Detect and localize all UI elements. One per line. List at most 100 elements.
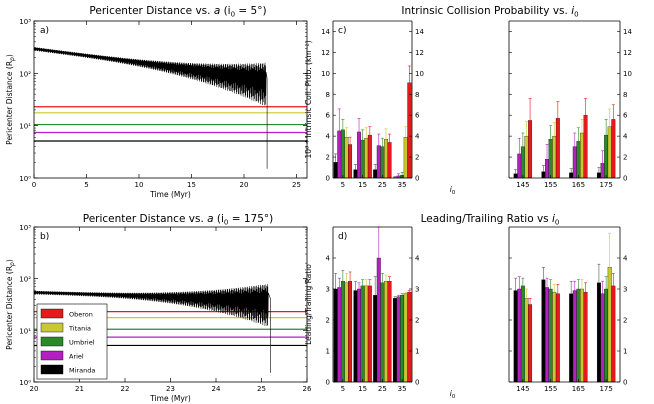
x-tick-label: 25 bbox=[378, 181, 387, 189]
title-d: Leading/Trailing Ratio vs i0 bbox=[421, 213, 560, 227]
x-tick-label: 165 bbox=[572, 385, 585, 393]
x-tick-label: 21 bbox=[75, 385, 84, 393]
y-axis-label: Pericenter Distance (Rp) bbox=[5, 54, 16, 145]
bar-ariel-145 bbox=[517, 153, 522, 179]
y-axis-label: 10⁸ * Intrinsic Coll. Prob. (km⁻²) bbox=[304, 40, 313, 158]
bar-umbriel-165 bbox=[576, 288, 581, 383]
y-tick-label: 10¹ bbox=[19, 327, 31, 335]
y-tick-label-mid: 2 bbox=[415, 317, 419, 325]
bar-titania-25 bbox=[384, 281, 388, 383]
bar-miranda-5 bbox=[333, 288, 338, 383]
bar-umbriel-155 bbox=[548, 288, 553, 383]
y-axis-label: Pericenter Distance (Rp) bbox=[5, 259, 16, 350]
y-tick-label-right: 8 bbox=[623, 91, 627, 99]
bar-titania-145 bbox=[524, 135, 529, 179]
bar-miranda-145 bbox=[513, 173, 518, 179]
bar-ariel-5 bbox=[337, 287, 342, 383]
y-tick-label-left: 12 bbox=[321, 49, 330, 57]
x-tick-label: 26 bbox=[303, 385, 312, 393]
x-tick-label: 24 bbox=[212, 385, 221, 393]
legend-swatch-ariel bbox=[40, 350, 64, 361]
y-tick-label-left: 4 bbox=[326, 255, 331, 263]
bar-ariel-155 bbox=[545, 287, 549, 383]
x-tick-label: 25 bbox=[378, 385, 387, 393]
x-tick-label: 145 bbox=[516, 181, 529, 189]
legend-label-ariel: Ariel bbox=[69, 353, 84, 361]
x-tick-label: 165 bbox=[572, 181, 585, 189]
x-tick-label: 0 bbox=[32, 181, 36, 189]
pericenter-trace bbox=[33, 283, 271, 373]
bar-miranda-165 bbox=[569, 172, 574, 179]
x-tick-label: 145 bbox=[516, 385, 529, 393]
bar-titania-15 bbox=[364, 285, 369, 383]
y-tick-label: 10² bbox=[19, 276, 31, 284]
y-tick-label-mid: 1 bbox=[415, 348, 419, 356]
legend-swatch-titania bbox=[40, 322, 64, 333]
y-tick-label-mid: 6 bbox=[415, 112, 420, 120]
y-tick-label: 10² bbox=[19, 70, 31, 78]
panel-label: a) bbox=[40, 26, 49, 36]
bar-oberon-25 bbox=[387, 281, 392, 383]
y-axis-label: Leading/Trailing Ratio bbox=[304, 264, 313, 345]
y-tick-label-left: 8 bbox=[326, 91, 330, 99]
bar-titania-155 bbox=[552, 291, 557, 383]
bar-titania-5 bbox=[344, 282, 349, 383]
bar-umbriel-155 bbox=[548, 139, 553, 179]
bar-umbriel-15 bbox=[360, 285, 365, 383]
x-tick-label: 5 bbox=[341, 181, 345, 189]
bar-oberon-165 bbox=[583, 291, 588, 383]
y-tick-label-left: 10 bbox=[321, 70, 330, 78]
bar-umbriel-15 bbox=[360, 140, 365, 179]
bar-ariel-175 bbox=[600, 163, 605, 179]
y-tick-label: 10⁰ bbox=[19, 379, 31, 387]
bar-oberon-175 bbox=[611, 119, 616, 179]
x-tick-label: 20 bbox=[240, 181, 249, 189]
bar-titania-15 bbox=[364, 138, 369, 179]
bar-oberon-35 bbox=[407, 291, 412, 383]
legend-label-miranda: Miranda bbox=[69, 367, 95, 375]
bar-titania-145 bbox=[524, 298, 529, 383]
y-tick-label-right: 1 bbox=[623, 348, 627, 356]
y-tick-label-left: 0 bbox=[326, 175, 330, 183]
x-tick-label: 155 bbox=[544, 181, 557, 189]
y-tick-label-mid: 4 bbox=[415, 133, 420, 141]
y-tick-label-right: 10 bbox=[623, 70, 632, 78]
line-panel-a: 0 5 10 15 20 25 10⁰ 10¹ 10² 10³ a) Time (Myr) Perice… bbox=[5, 18, 308, 199]
legend-swatch-umbriel bbox=[40, 336, 64, 347]
x-axis-label: i0 bbox=[450, 185, 456, 196]
bar-oberon-145 bbox=[528, 120, 533, 179]
bar-oberon-15 bbox=[367, 134, 372, 179]
bar-miranda-175 bbox=[596, 282, 601, 383]
x-tick-label: 25 bbox=[292, 181, 301, 189]
y-tick-label: 10⁰ bbox=[19, 175, 31, 183]
x-tick-label: 22 bbox=[121, 385, 130, 393]
bar-titania-35 bbox=[403, 137, 408, 179]
y-tick-label-mid: 10 bbox=[415, 70, 424, 78]
x-tick-label: 15 bbox=[358, 385, 367, 393]
y-tick-label-right: 4 bbox=[623, 255, 628, 263]
panel-label: d) bbox=[338, 232, 347, 242]
y-tick-label-mid: 8 bbox=[415, 91, 419, 99]
y-tick-label-left: 2 bbox=[326, 317, 330, 325]
bar-ariel-35 bbox=[396, 296, 401, 383]
bar-ariel-165 bbox=[572, 146, 577, 179]
x-tick-label: 5 bbox=[84, 181, 88, 189]
x-axis-label: Time (Myr) bbox=[149, 190, 191, 199]
bar-miranda-155 bbox=[541, 171, 546, 179]
y-tick-label-left: 6 bbox=[326, 112, 331, 120]
bar-ariel-165 bbox=[572, 290, 577, 383]
legend-label-umbriel: Umbriel bbox=[69, 339, 95, 347]
y-tick-label-right: 3 bbox=[623, 286, 627, 294]
bar-oberon-155 bbox=[555, 118, 560, 179]
x-tick-label: 10 bbox=[135, 181, 144, 189]
bar-oberon-5 bbox=[348, 281, 353, 383]
x-tick-label: 35 bbox=[398, 181, 407, 189]
x-tick-label: 15 bbox=[358, 181, 367, 189]
bar-ariel-155 bbox=[545, 159, 549, 179]
legend: Oberon Titania Umbriel Ariel Miranda bbox=[36, 303, 108, 380]
y-tick-label-left: 1 bbox=[326, 348, 330, 356]
y-tick-label-mid: 12 bbox=[415, 49, 424, 57]
y-tick-label-right: 0 bbox=[623, 379, 627, 387]
bar-ariel-25 bbox=[376, 145, 381, 179]
bar-umbriel-5 bbox=[340, 129, 345, 179]
